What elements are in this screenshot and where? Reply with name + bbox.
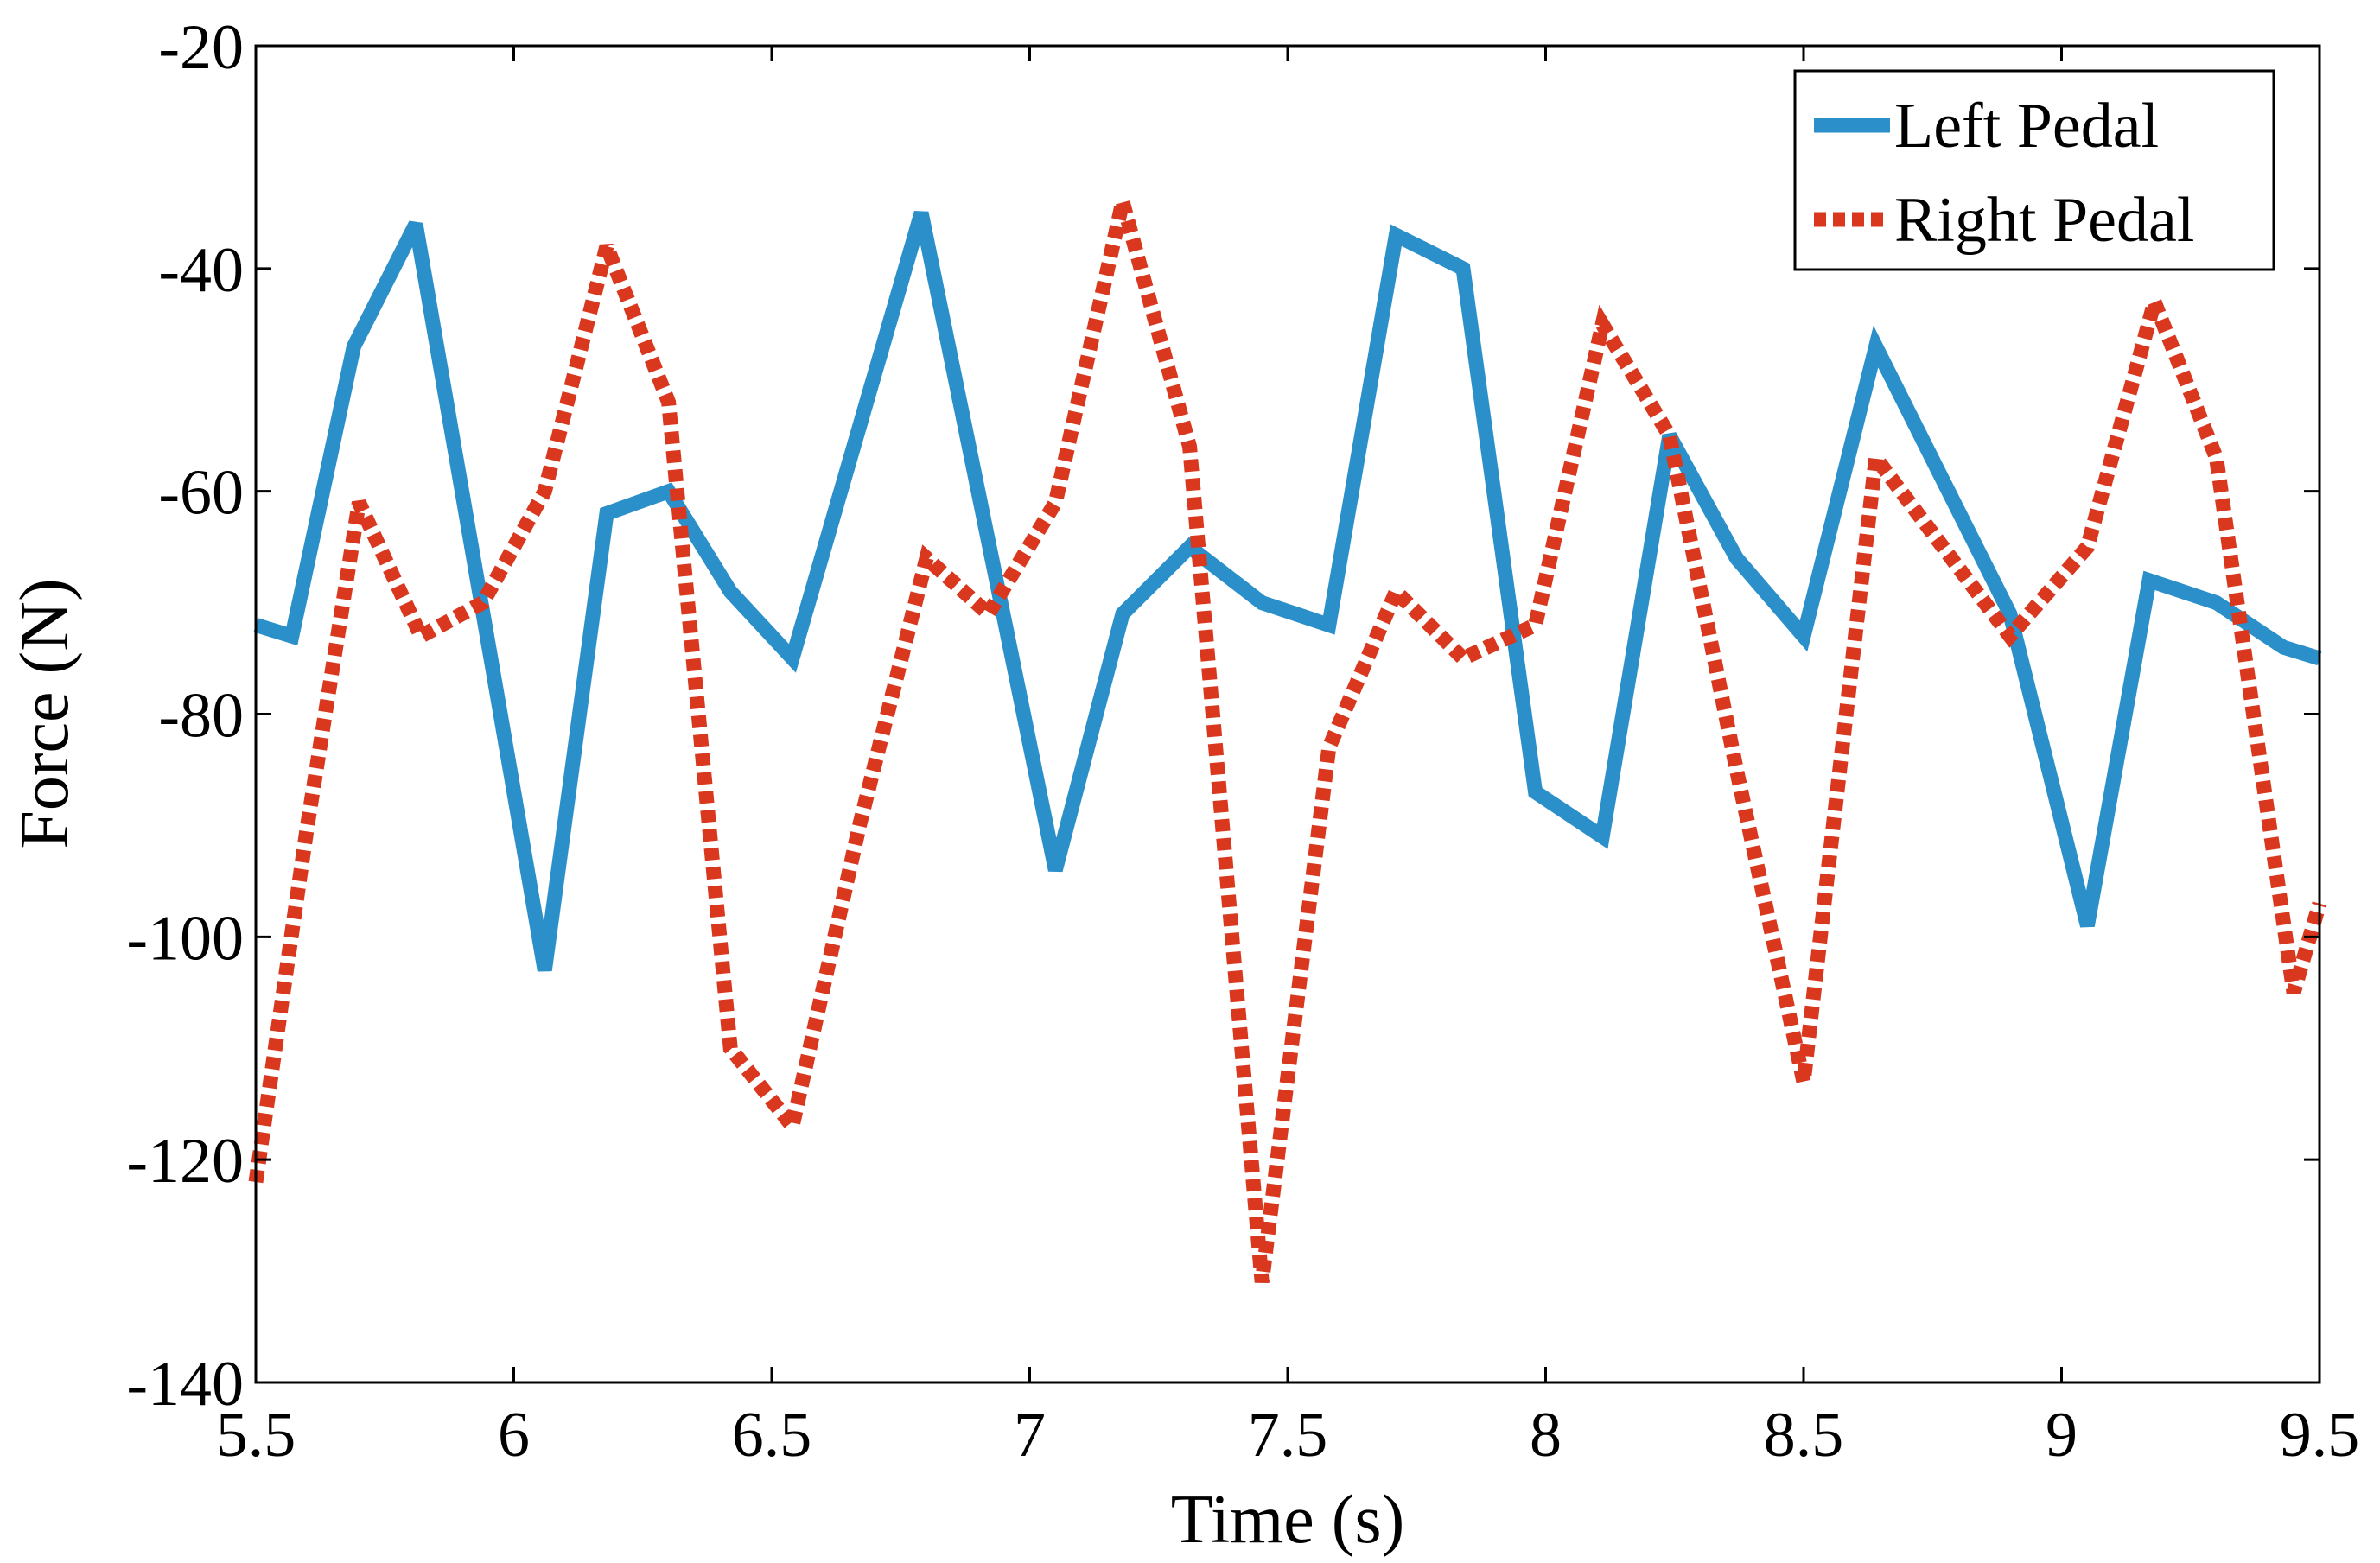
legend: Left Pedal Right Pedal — [1793, 69, 2275, 271]
x-tick-label: 8 — [1530, 1400, 1562, 1471]
series-line-right-pedal — [248, 200, 2327, 1284]
legend-label-left-pedal: Left Pedal — [1894, 91, 2159, 162]
y-axis-label: Force (N) — [7, 578, 83, 848]
x-axis: 5.5 6 6.5 7 7.5 8 8.5 9 9.5 — [216, 46, 2360, 1471]
legend-label-right-pedal: Right Pedal — [1894, 185, 2194, 256]
y-tick-label: -80 — [158, 681, 244, 752]
x-axis-label: Time (s) — [1171, 1482, 1404, 1558]
plot-area — [248, 200, 2327, 1284]
x-tick-label: 6 — [498, 1400, 530, 1471]
legend-box — [1793, 69, 2275, 271]
series-line-left-pedal — [253, 211, 2322, 972]
y-tick-label: -20 — [158, 12, 244, 83]
x-tick-label: 9 — [2046, 1400, 2078, 1471]
x-tick-label: 8.5 — [1764, 1400, 1844, 1471]
y-axis: -140 -120 -100 -80 -60 -40 -20 — [126, 12, 2320, 1420]
x-tick-label: 7.5 — [1248, 1400, 1328, 1471]
y-tick-label: -40 — [158, 235, 244, 306]
y-tick-label: -100 — [126, 903, 244, 974]
x-tick-label: 7 — [1014, 1400, 1046, 1471]
x-tick-label: 9.5 — [2280, 1400, 2360, 1471]
y-tick-label: -60 — [158, 458, 244, 529]
y-tick-label: -120 — [126, 1126, 244, 1197]
y-tick-label: -140 — [126, 1349, 244, 1420]
x-tick-label: 6.5 — [732, 1400, 812, 1471]
x-tick-label: 5.5 — [216, 1400, 296, 1471]
